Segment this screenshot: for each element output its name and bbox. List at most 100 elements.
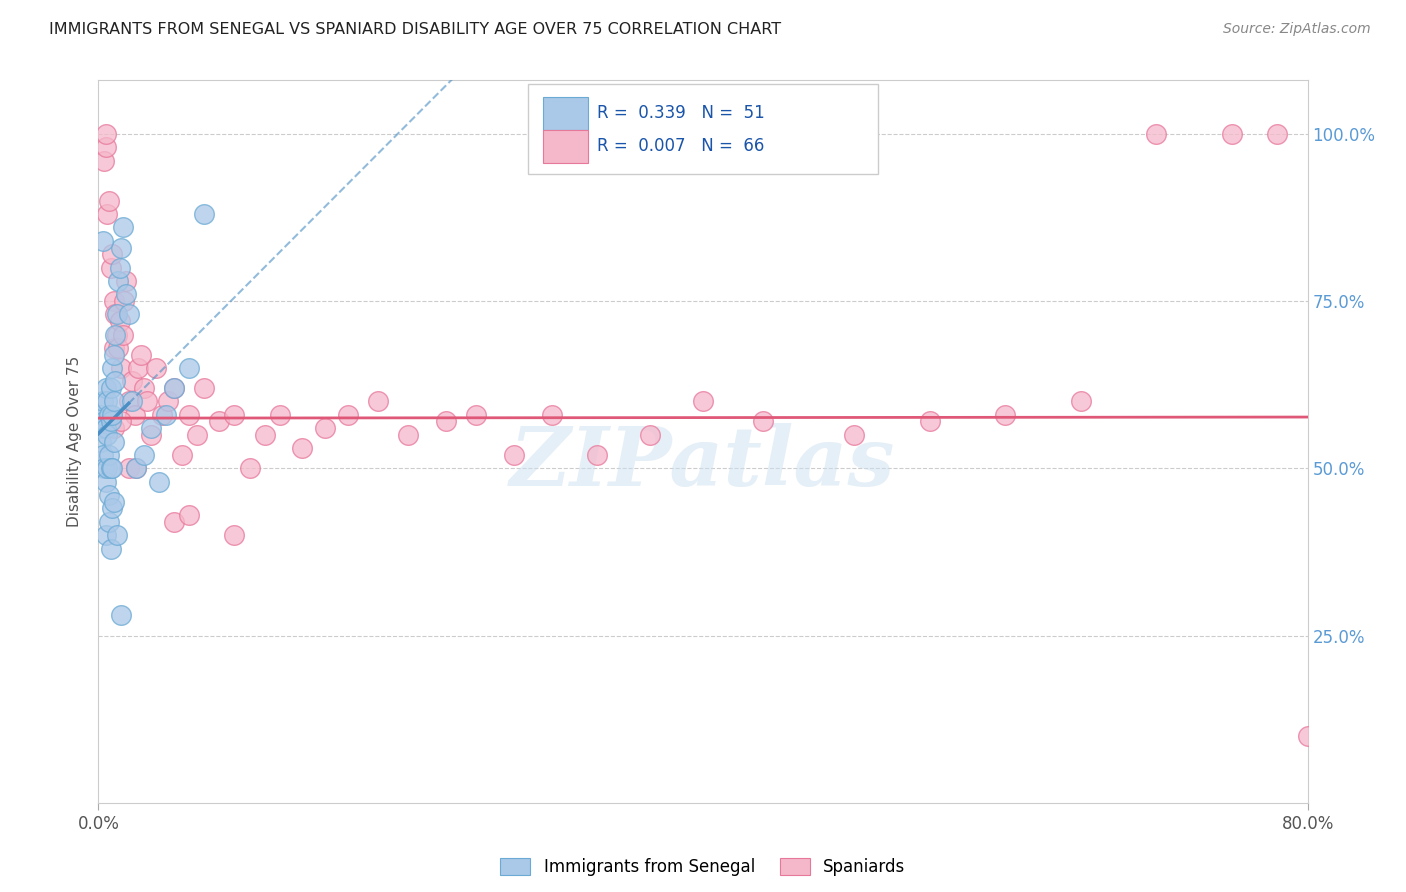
Point [1070, 394, 1092, 409]
Point [692, 394, 714, 409]
Point [89, 421, 111, 435]
Point [105, 307, 128, 322]
Point [1296, 729, 1319, 743]
Point [101, 461, 124, 475]
Point [179, 361, 201, 376]
Point [367, 394, 389, 409]
Point [179, 508, 201, 523]
FancyBboxPatch shape [527, 84, 879, 174]
Point [145, 361, 167, 376]
Point [100, 381, 122, 395]
Point [111, 327, 134, 342]
Point [148, 475, 170, 489]
Point [110, 361, 132, 376]
Text: R =  0.007   N =  66: R = 0.007 N = 66 [596, 137, 763, 155]
Point [193, 207, 215, 221]
Point [114, 287, 136, 301]
Point [103, 341, 125, 355]
Point [103, 494, 125, 508]
Point [129, 348, 152, 362]
Point [98, 448, 121, 462]
Point [103, 394, 125, 409]
Text: IMMIGRANTS FROM SENEGAL VS SPANIARD DISABILITY AGE OVER 75 CORRELATION CHART: IMMIGRANTS FROM SENEGAL VS SPANIARD DISA… [49, 22, 782, 37]
Point [224, 528, 246, 542]
Point [1267, 127, 1289, 141]
Point [208, 414, 231, 429]
Point [108, 314, 131, 328]
Point [163, 381, 186, 395]
Text: R =  0.339   N =  51: R = 0.339 N = 51 [596, 103, 765, 122]
Point [103, 434, 125, 449]
Point [105, 327, 128, 342]
Point [100, 260, 122, 275]
Point [110, 241, 132, 255]
Point [98, 408, 121, 422]
Point [638, 427, 661, 442]
Point [96, 207, 118, 221]
Point [98, 515, 121, 529]
Point [103, 348, 125, 362]
Point [156, 394, 179, 409]
Point [141, 427, 163, 442]
Point [396, 427, 419, 442]
Point [752, 414, 775, 429]
Point [186, 427, 208, 442]
Point [135, 394, 157, 409]
Point [107, 341, 129, 355]
Point [918, 414, 941, 429]
Point [96, 461, 118, 475]
Point [96, 394, 118, 409]
Point [150, 408, 173, 422]
Point [112, 294, 135, 309]
Point [93, 153, 115, 168]
Point [253, 427, 276, 442]
Point [104, 375, 127, 389]
Point [104, 327, 127, 342]
Point [93, 461, 115, 475]
Point [503, 448, 526, 462]
Point [132, 448, 155, 462]
Point [132, 381, 155, 395]
Point [110, 608, 132, 623]
Y-axis label: Disability Age Over 75: Disability Age Over 75 [67, 356, 83, 527]
Point [110, 414, 132, 429]
Point [100, 461, 122, 475]
Point [101, 361, 124, 376]
Point [121, 375, 143, 389]
Point [465, 408, 488, 422]
Point [224, 408, 246, 422]
Text: Source: ZipAtlas.com: Source: ZipAtlas.com [1223, 22, 1371, 37]
FancyBboxPatch shape [543, 97, 588, 130]
Point [94, 140, 117, 154]
Point [107, 274, 129, 288]
Point [91, 234, 114, 248]
Point [94, 381, 117, 395]
Point [163, 381, 186, 395]
Point [239, 461, 262, 475]
Legend: Immigrants from Senegal, Spaniards: Immigrants from Senegal, Spaniards [494, 851, 912, 882]
Point [105, 528, 128, 542]
Point [118, 461, 141, 475]
Point [111, 220, 134, 235]
Point [100, 541, 122, 556]
Point [101, 408, 124, 422]
Point [314, 421, 336, 435]
Point [170, 448, 193, 462]
Point [101, 501, 124, 516]
Point [91, 448, 114, 462]
Point [269, 408, 291, 422]
Point [93, 414, 115, 429]
Point [118, 394, 141, 409]
Point [141, 421, 163, 435]
Point [586, 448, 609, 462]
Point [100, 414, 122, 429]
Point [336, 408, 359, 422]
Point [291, 442, 314, 455]
Point [98, 488, 121, 502]
Point [98, 194, 121, 208]
Point [155, 408, 177, 422]
Point [125, 461, 148, 475]
Point [434, 414, 457, 429]
Point [118, 307, 141, 322]
Point [125, 461, 148, 475]
